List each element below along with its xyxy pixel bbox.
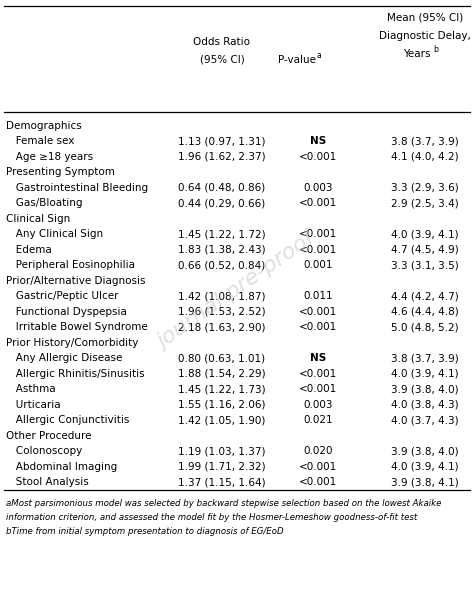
Text: <0.001: <0.001 [299, 322, 337, 332]
Text: 1.99 (1.71, 2.32): 1.99 (1.71, 2.32) [178, 462, 266, 472]
Text: 3.9 (3.8, 4.0): 3.9 (3.8, 4.0) [391, 384, 459, 394]
Text: 4.0 (3.7, 4.3): 4.0 (3.7, 4.3) [391, 415, 459, 426]
Text: Female sex: Female sex [6, 136, 74, 146]
Text: Asthma: Asthma [6, 384, 55, 394]
Text: <0.001: <0.001 [299, 198, 337, 209]
Text: Edema: Edema [6, 245, 52, 255]
Text: <0.001: <0.001 [299, 369, 337, 379]
Text: Gastrointestinal Bleeding: Gastrointestinal Bleeding [6, 183, 148, 193]
Text: 4.0 (3.9, 4.1): 4.0 (3.9, 4.1) [391, 462, 459, 472]
Text: 0.66 (0.52, 0.84): 0.66 (0.52, 0.84) [178, 260, 265, 270]
Text: 1.88 (1.54, 2.29): 1.88 (1.54, 2.29) [178, 369, 266, 379]
Text: 1.45 (1.22, 1.73): 1.45 (1.22, 1.73) [178, 384, 266, 394]
Text: Colonoscopy: Colonoscopy [6, 447, 82, 456]
Text: 2.9 (2.5, 3.4): 2.9 (2.5, 3.4) [391, 198, 459, 209]
Text: Allergic Rhinitis/Sinusitis: Allergic Rhinitis/Sinusitis [6, 369, 145, 379]
Text: P-value: P-value [278, 55, 316, 65]
Text: Gastric/Peptic Ulcer: Gastric/Peptic Ulcer [6, 291, 118, 301]
Text: 4.4 (4.2, 4.7): 4.4 (4.2, 4.7) [391, 291, 459, 301]
Text: Age ≥18 years: Age ≥18 years [6, 151, 93, 162]
Text: 0.80 (0.63, 1.01): 0.80 (0.63, 1.01) [178, 353, 265, 363]
Text: b: b [434, 46, 438, 55]
Text: 3.8 (3.7, 3.9): 3.8 (3.7, 3.9) [391, 353, 459, 363]
Text: (95% CI): (95% CI) [200, 55, 245, 65]
Text: 0.003: 0.003 [303, 400, 333, 410]
Text: Years: Years [403, 49, 431, 59]
Text: 4.1 (4.0, 4.2): 4.1 (4.0, 4.2) [391, 151, 459, 162]
Text: bTime from initial symptom presentation to diagnosis of EG/EoD: bTime from initial symptom presentation … [6, 528, 283, 537]
Text: 0.003: 0.003 [303, 183, 333, 193]
Text: 4.0 (3.9, 4.1): 4.0 (3.9, 4.1) [391, 369, 459, 379]
Text: information criterion, and assessed the model fit by the Hosmer-Lemeshow goodnes: information criterion, and assessed the … [6, 513, 417, 522]
Text: 1.96 (1.62, 2.37): 1.96 (1.62, 2.37) [178, 151, 266, 162]
Text: 0.64 (0.48, 0.86): 0.64 (0.48, 0.86) [178, 183, 265, 193]
Text: Demographics: Demographics [6, 121, 82, 131]
Text: 1.96 (1.53, 2.52): 1.96 (1.53, 2.52) [178, 307, 266, 317]
Text: 4.6 (4.4, 4.8): 4.6 (4.4, 4.8) [391, 307, 459, 317]
Text: 5.0 (4.8, 5.2): 5.0 (4.8, 5.2) [391, 322, 459, 332]
Text: aMost parsimonious model was selected by backward stepwise selection based on th: aMost parsimonious model was selected by… [6, 499, 441, 508]
Text: 1.83 (1.38, 2.43): 1.83 (1.38, 2.43) [178, 245, 266, 255]
Text: Presenting Symptom: Presenting Symptom [6, 167, 115, 177]
Text: Gas/Bloating: Gas/Bloating [6, 198, 82, 209]
Text: 1.55 (1.16, 2.06): 1.55 (1.16, 2.06) [178, 400, 266, 410]
Text: NS: NS [310, 353, 326, 363]
Text: <0.001: <0.001 [299, 462, 337, 472]
Text: 0.001: 0.001 [303, 260, 333, 270]
Text: Urticaria: Urticaria [6, 400, 61, 410]
Text: Clinical Sign: Clinical Sign [6, 214, 70, 224]
Text: 4.7 (4.5, 4.9): 4.7 (4.5, 4.9) [391, 245, 459, 255]
Text: 1.19 (1.03, 1.37): 1.19 (1.03, 1.37) [178, 447, 266, 456]
Text: 1.45 (1.22, 1.72): 1.45 (1.22, 1.72) [178, 229, 266, 239]
Text: 1.42 (1.05, 1.90): 1.42 (1.05, 1.90) [178, 415, 266, 426]
Text: 4.0 (3.8, 4.3): 4.0 (3.8, 4.3) [391, 400, 459, 410]
Text: <0.001: <0.001 [299, 229, 337, 239]
Text: Stool Analysis: Stool Analysis [6, 477, 89, 487]
Text: journal pre-proof: journal pre-proof [155, 229, 319, 353]
Text: 3.3 (3.1, 3.5): 3.3 (3.1, 3.5) [391, 260, 459, 270]
Text: 1.13 (0.97, 1.31): 1.13 (0.97, 1.31) [178, 136, 266, 146]
Text: 2.18 (1.63, 2.90): 2.18 (1.63, 2.90) [178, 322, 266, 332]
Text: Any Allergic Disease: Any Allergic Disease [6, 353, 122, 363]
Text: 0.011: 0.011 [303, 291, 333, 301]
Text: Prior/Alternative Diagnosis: Prior/Alternative Diagnosis [6, 276, 146, 285]
Text: Allergic Conjunctivitis: Allergic Conjunctivitis [6, 415, 129, 426]
Text: NS: NS [310, 136, 326, 146]
Text: <0.001: <0.001 [299, 384, 337, 394]
Text: <0.001: <0.001 [299, 245, 337, 255]
Text: Mean (95% CI): Mean (95% CI) [387, 13, 463, 23]
Text: Irritable Bowel Syndrome: Irritable Bowel Syndrome [6, 322, 148, 332]
Text: Any Clinical Sign: Any Clinical Sign [6, 229, 103, 239]
Text: 0.020: 0.020 [303, 447, 333, 456]
Text: Peripheral Eosinophilia: Peripheral Eosinophilia [6, 260, 135, 270]
Text: 3.8 (3.7, 3.9): 3.8 (3.7, 3.9) [391, 136, 459, 146]
Text: 3.9 (3.8, 4.1): 3.9 (3.8, 4.1) [391, 477, 459, 487]
Text: 0.44 (0.29, 0.66): 0.44 (0.29, 0.66) [178, 198, 265, 209]
Text: a: a [317, 52, 322, 61]
Text: Functional Dyspepsia: Functional Dyspepsia [6, 307, 127, 317]
Text: 0.021: 0.021 [303, 415, 333, 426]
Text: Prior History/Comorbidity: Prior History/Comorbidity [6, 338, 138, 348]
Text: Odds Ratio: Odds Ratio [193, 37, 250, 47]
Text: Abdominal Imaging: Abdominal Imaging [6, 462, 117, 472]
Text: Diagnostic Delay,: Diagnostic Delay, [379, 31, 471, 41]
Text: <0.001: <0.001 [299, 151, 337, 162]
Text: 3.3 (2.9, 3.6): 3.3 (2.9, 3.6) [391, 183, 459, 193]
Text: 3.9 (3.8, 4.0): 3.9 (3.8, 4.0) [391, 447, 459, 456]
Text: 4.0 (3.9, 4.1): 4.0 (3.9, 4.1) [391, 229, 459, 239]
Text: <0.001: <0.001 [299, 307, 337, 317]
Text: 1.42 (1.08, 1.87): 1.42 (1.08, 1.87) [178, 291, 266, 301]
Text: 1.37 (1.15, 1.64): 1.37 (1.15, 1.64) [178, 477, 266, 487]
Text: Other Procedure: Other Procedure [6, 431, 91, 441]
Text: <0.001: <0.001 [299, 477, 337, 487]
